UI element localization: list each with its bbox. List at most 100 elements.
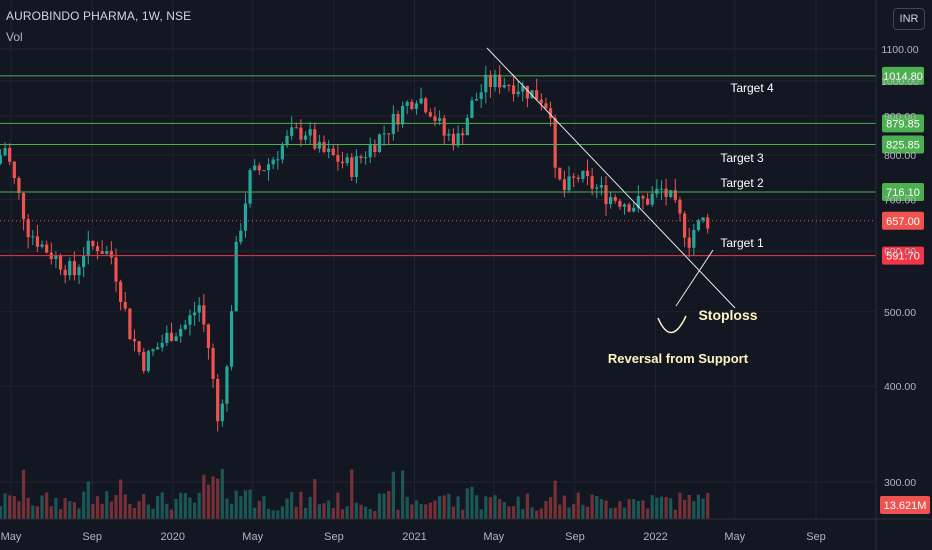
volume-bar — [484, 496, 488, 519]
volume-bar — [308, 496, 312, 519]
candle-body — [54, 255, 58, 260]
candle-body — [285, 135, 289, 146]
volume-bar — [401, 470, 405, 519]
candle-body — [327, 148, 331, 152]
volume-bar — [368, 509, 372, 519]
candle-body — [511, 85, 516, 95]
candle-body — [188, 315, 192, 325]
volume-bar — [511, 506, 516, 519]
candle-body — [179, 328, 183, 337]
candle-body — [68, 261, 72, 276]
candle-body — [414, 103, 419, 109]
volume-bar — [502, 502, 506, 519]
volume-bar — [488, 497, 493, 519]
candle-body — [382, 133, 386, 135]
candle-body — [590, 176, 594, 189]
candle-body — [192, 312, 197, 316]
y-tick-label: 700.00 — [884, 195, 916, 207]
candle-body — [142, 351, 146, 371]
candle-body — [12, 161, 16, 178]
candle-body — [183, 324, 187, 329]
volume-bar — [414, 500, 419, 519]
candle-body — [340, 161, 345, 164]
x-tick-label: May — [724, 531, 745, 543]
volume-bar — [128, 503, 132, 519]
y-tick-label: 900.00 — [884, 111, 916, 123]
currency-button[interactable]: INR — [893, 8, 925, 30]
volume-bar — [354, 502, 358, 519]
volume-bar — [220, 468, 224, 519]
volume-bar — [119, 479, 123, 519]
volume-bar — [239, 496, 243, 519]
volume-bar — [243, 490, 248, 519]
volume-bar — [290, 492, 294, 519]
volume-bar — [424, 504, 428, 519]
level-price-label: 716.10 — [886, 187, 920, 199]
volume-bar — [595, 495, 599, 519]
volume-bar — [636, 500, 640, 519]
volume-bar — [350, 469, 354, 519]
candle-body — [100, 251, 104, 254]
candle-body — [419, 98, 423, 104]
candle-body — [507, 84, 511, 86]
candle-body — [220, 403, 224, 422]
level-price-label: 879.85 — [886, 118, 920, 130]
candle-body — [484, 74, 488, 93]
candle-body — [350, 157, 354, 177]
volume-bar — [470, 486, 474, 519]
volume-bar — [340, 509, 345, 519]
candle-body — [123, 301, 127, 309]
candle-body — [576, 177, 580, 179]
candle-body — [502, 84, 506, 88]
candle-body — [137, 341, 141, 352]
candle-body — [433, 116, 437, 121]
candle-body — [3, 148, 7, 156]
x-tick-label: Sep — [806, 531, 826, 543]
breakout-projection-line[interactable] — [675, 249, 714, 307]
candle-body — [313, 129, 317, 149]
volume-bar — [58, 509, 63, 519]
candle-body — [655, 189, 659, 194]
y-tick-label: 1100.00 — [881, 44, 918, 56]
volume-bar — [567, 507, 571, 519]
candle-body — [40, 244, 44, 247]
candle-body — [553, 118, 557, 168]
volume-bar — [317, 504, 321, 519]
volume-bar — [82, 491, 86, 519]
volume-bar — [183, 493, 187, 519]
candle-body — [641, 196, 645, 199]
candle-body — [488, 74, 493, 87]
candle-body — [21, 193, 26, 220]
resistance-trendline[interactable] — [486, 47, 736, 309]
candle-body — [322, 141, 326, 152]
volume-bar — [105, 491, 109, 519]
volume-bar — [706, 492, 710, 519]
x-tick-label: 2020 — [161, 531, 185, 543]
volume-bar — [211, 476, 215, 519]
candle-body — [308, 129, 312, 136]
volume-bar — [627, 499, 631, 519]
volume-bar — [3, 493, 7, 519]
volume-bar — [664, 496, 668, 519]
last-price-label: 657.00 — [886, 216, 920, 228]
candle-body — [391, 113, 395, 134]
candle-body — [216, 378, 220, 422]
volume-bar — [465, 488, 469, 519]
candle-body — [516, 91, 520, 95]
volume-bar — [562, 495, 566, 519]
y-tick-label: 300.00 — [884, 477, 916, 489]
volume-bar — [359, 504, 363, 519]
volume-bar — [137, 501, 141, 519]
volume-bar — [669, 498, 673, 519]
candle-body — [160, 342, 164, 348]
candle-body — [354, 156, 358, 177]
candle-body — [673, 190, 677, 200]
volume-bar — [248, 489, 252, 519]
volume-bar — [160, 492, 164, 519]
candle-body — [447, 133, 451, 136]
volume-bar — [234, 490, 238, 519]
level-price-tag — [882, 183, 924, 202]
x-tick-label: Sep — [324, 531, 344, 543]
candle-body — [17, 177, 21, 194]
